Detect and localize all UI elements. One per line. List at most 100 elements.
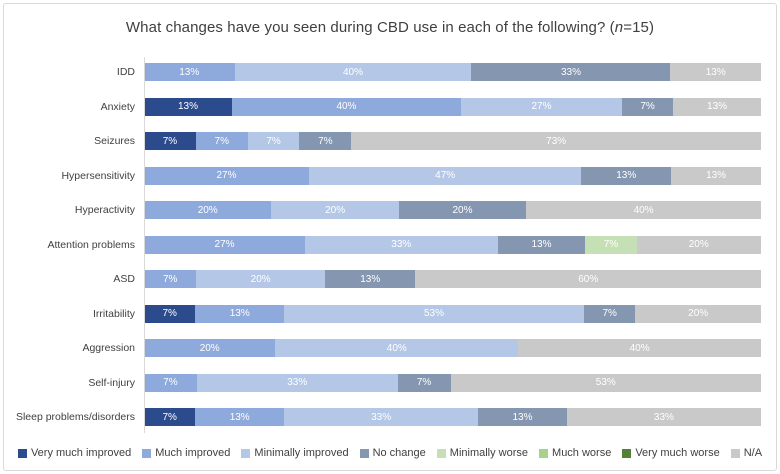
legend-swatch-very-much-improved (17, 448, 27, 458)
segment-value-label: 47% (435, 170, 456, 182)
legend-label-minimally-worse: Minimally worse (449, 447, 529, 459)
segment-value-label: 33% (653, 411, 674, 423)
segment-value-label: 7% (416, 377, 432, 389)
legend-item-very-much-worse: Very much worse (622, 447, 720, 459)
bar-row-hypersensitivity: Hypersensitivity 27% 47% 13% 13% (14, 159, 761, 194)
segment-value-label: 20% (197, 204, 218, 216)
segment-value-label: 7% (162, 411, 177, 423)
legend-swatch-n-a (730, 448, 740, 458)
segment-value-label: 7% (163, 377, 178, 389)
segment-value-label: 13% (360, 273, 381, 285)
stacked-bar-irritability: 7% 13% 53% 7% 20% (144, 304, 761, 323)
bar-row-irritability: Irritability 7% 13% 53% 7% 20% (14, 297, 761, 332)
legend-swatch-minimally-improved (241, 448, 251, 458)
bar-segment-seizures-n-a: 73% (351, 132, 762, 151)
legend-swatch-no-change (359, 448, 369, 458)
bar-segment-seizures-very-much-improved: 7% (144, 132, 196, 151)
bar-segment-aggression-much-improved: 20% (144, 339, 276, 358)
bar-segment-sleep-problems-disorders-much-improved: 13% (195, 408, 285, 427)
segment-value-label: 33% (560, 66, 581, 78)
segment-value-label: 7% (162, 135, 178, 147)
legend-item-very-much-improved: Very much improved (17, 447, 132, 459)
segment-value-label: 40% (336, 101, 357, 113)
bar-row-asd: ASD 7% 20% 13% 60% (14, 262, 761, 297)
segment-value-label: 73% (546, 135, 567, 147)
bar-segment-attention-problems-much-improved: 27% (144, 235, 306, 254)
segment-value-label: 7% (603, 239, 619, 251)
bar-segment-seizures-much-improved: 7% (195, 132, 248, 151)
segment-value-label: 60% (578, 273, 599, 285)
segment-value-label: 7% (162, 308, 177, 320)
bar-segment-irritability-n-a: 20% (635, 304, 761, 323)
stacked-bar-anxiety: 13% 40% 27% 7% 13% (144, 97, 762, 116)
bar-segment-irritability-no-change: 7% (583, 304, 636, 323)
segment-value-label: 13% (616, 170, 637, 182)
bar-segment-hyperactivity-no-change: 20% (398, 201, 527, 220)
bar-segment-irritability-minimally-improved: 53% (284, 304, 584, 323)
bar-row-seizures: Seizures 7% 7% 7% 7% 73% (14, 124, 762, 159)
bar-segment-attention-problems-no-change: 13% (497, 235, 586, 254)
category-label-idd: IDD (116, 66, 135, 79)
segment-value-label: 20% (250, 273, 271, 285)
bar-segment-anxiety-much-improved: 40% (231, 97, 461, 116)
bar-row-aggression: Aggression 20% 40% 40% (14, 331, 761, 366)
legend-label-much-improved: Much improved (155, 447, 231, 459)
chart-title-n-italic: n (614, 19, 624, 36)
stacked-bar-hypersensitivity: 27% 47% 13% 13% (144, 166, 761, 185)
category-label-self-injury: Self-injury (88, 376, 135, 389)
legend-swatch-much-improved (142, 448, 152, 458)
legend-label-n-a: N/A (743, 447, 763, 459)
legend-item-minimally-improved: Minimally improved (241, 447, 349, 459)
legend-label-very-much-improved: Very much improved (30, 447, 132, 459)
stacked-bar-hyperactivity: 20% 20% 20% 40% (144, 201, 762, 220)
segment-value-label: 40% (342, 66, 363, 78)
bar-segment-self-injury-much-improved: 7% (144, 373, 197, 392)
bar-segment-idd-much-improved: 13% (144, 63, 235, 82)
bar-segment-self-injury-minimally-improved: 33% (196, 373, 398, 392)
segment-value-label: 7% (602, 308, 617, 320)
bar-segment-irritability-much-improved: 13% (195, 304, 285, 323)
legend-item-minimally-worse: Minimally worse (436, 447, 529, 459)
segment-value-label: 13% (707, 101, 728, 113)
segment-value-label: 40% (629, 342, 650, 354)
segment-value-label: 33% (391, 239, 412, 251)
segment-value-label: 33% (371, 411, 392, 423)
bar-row-anxiety: Anxiety 13% 40% 27% 7% 13% (14, 90, 762, 125)
bar-row-attention-problems: Attention problems 27% 33% 13% 7% 20% (14, 228, 762, 263)
bar-segment-hypersensitivity-no-change: 13% (581, 166, 672, 185)
segment-value-label: 13% (177, 101, 198, 113)
legend-label-very-much-worse: Very much worse (635, 447, 720, 459)
category-label-aggression: Aggression (82, 342, 135, 355)
bar-row-self-injury: Self-injury 7% 33% 7% 53% (14, 366, 761, 401)
stacked-bar-seizures: 7% 7% 7% 7% 73% (144, 132, 762, 151)
bar-segment-asd-minimally-improved: 20% (196, 270, 325, 289)
legend-swatch-very-much-worse (622, 448, 632, 458)
bar-segment-hyperactivity-n-a: 40% (526, 201, 762, 220)
segment-value-label: 13% (705, 66, 726, 78)
chart-frame: What changes have you seen during CBD us… (3, 3, 777, 471)
legend: Very much improved Much improved Minimally… (4, 447, 776, 459)
category-label-attention-problems: Attention problems (47, 238, 135, 251)
bar-segment-self-injury-no-change: 7% (397, 373, 451, 392)
segment-value-label: 53% (595, 377, 616, 389)
bar-segment-asd-much-improved: 7% (144, 270, 197, 289)
segment-value-label: 33% (287, 377, 308, 389)
segment-value-label: 7% (214, 135, 229, 147)
bar-segment-seizures-no-change: 7% (299, 132, 352, 151)
category-label-asd: ASD (113, 273, 135, 286)
legend-swatch-much-worse (539, 448, 549, 458)
bar-segment-attention-problems-n-a: 20% (636, 235, 762, 254)
bar-segment-sleep-problems-disorders-n-a: 33% (566, 408, 761, 427)
bar-row-sleep-problems-disorders: Sleep problems/disorders 7% 13% 33% 13% 33% (14, 400, 761, 435)
segment-value-label: 40% (633, 204, 654, 216)
chart-title: What changes have you seen during CBD us… (4, 19, 776, 36)
segment-value-label: 13% (706, 170, 727, 182)
chart-title-text: What changes have you seen during CBD us… (125, 19, 615, 36)
bar-segment-hyperactivity-minimally-improved: 20% (271, 201, 399, 220)
legend-label-much-worse: Much worse (552, 447, 612, 459)
segment-value-label: 20% (325, 204, 346, 216)
stacked-bar-aggression: 20% 40% 40% (144, 339, 761, 358)
segment-value-label: 27% (531, 101, 552, 113)
stacked-bar-self-injury: 7% 33% 7% 53% (144, 373, 761, 392)
segment-value-label: 27% (216, 170, 237, 182)
